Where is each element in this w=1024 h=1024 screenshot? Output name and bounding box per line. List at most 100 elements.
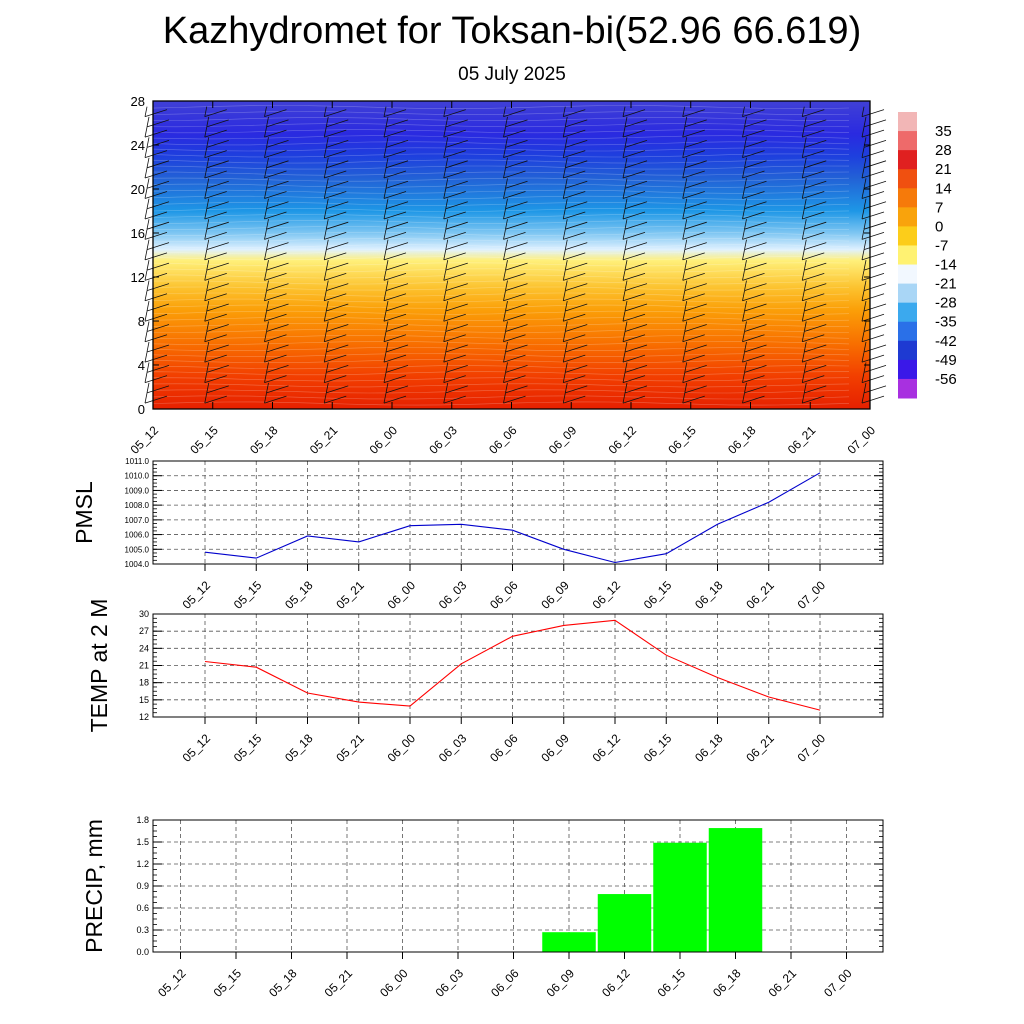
wind-barb — [802, 313, 825, 322]
wind-barb — [804, 385, 827, 394]
wind-barb-flag — [684, 362, 688, 373]
wind-barb — [445, 365, 468, 373]
wind-barb-flag — [385, 157, 389, 168]
wind-barb — [326, 283, 349, 291]
colorbar-label: -49 — [935, 352, 957, 369]
colorbar-label: -7 — [935, 237, 948, 254]
wind-barb — [324, 191, 347, 199]
wind-barb — [443, 191, 466, 199]
wind-barb — [863, 201, 887, 210]
wind-barb-flag — [204, 208, 208, 220]
wind-barb — [144, 354, 168, 363]
wind-barb-flag — [323, 372, 327, 383]
wind-barb-flag — [445, 157, 449, 168]
wind-barb — [144, 313, 168, 322]
wind-barb — [385, 242, 409, 251]
wind-barb — [443, 293, 466, 302]
contour-line — [152, 268, 850, 273]
wind-barb-flag — [861, 311, 865, 322]
wind-barb-flag — [744, 321, 747, 332]
heatmap-y-tick-label: 16 — [131, 226, 145, 241]
wind-barb-flag — [562, 229, 566, 240]
wind-barb — [861, 232, 885, 240]
wind-barb-flag — [624, 341, 628, 353]
wind-barb-flag — [684, 300, 688, 312]
contour-line — [152, 250, 850, 255]
wind-barb — [861, 252, 885, 261]
heatmap-y-tick-label: 8 — [138, 314, 145, 329]
wind-barb — [744, 324, 767, 332]
wind-barb — [385, 344, 409, 353]
wind-barb — [445, 139, 468, 148]
pmsl-x-tick-label: 05_15 — [231, 578, 265, 612]
wind-barb — [503, 252, 526, 261]
wind-barb-flag — [863, 382, 867, 393]
precip-frame — [152, 819, 884, 953]
wind-barb — [863, 119, 887, 128]
colorbar-swatch — [898, 245, 917, 266]
wind-barb — [505, 365, 528, 373]
wind-barb-flag — [266, 137, 269, 148]
wind-barb — [383, 129, 407, 138]
wind-barb-flag — [505, 382, 508, 393]
wind-barb-flag — [503, 372, 506, 383]
wind-barb — [443, 252, 466, 261]
contour-line — [152, 189, 850, 194]
wind-barb-flag — [682, 147, 686, 158]
pmsl-y-tick-label: 1008.0 — [125, 501, 150, 510]
wind-barb-flag — [323, 208, 327, 220]
contour-line — [152, 371, 849, 376]
wind-barb — [742, 109, 765, 118]
contour-line — [152, 207, 850, 212]
wind-barb-flag — [682, 208, 686, 220]
wind-barb-flag — [204, 188, 208, 199]
wind-barb-flag — [861, 188, 865, 199]
wind-barb-flag — [264, 147, 267, 158]
wind-barb — [385, 139, 409, 148]
pmsl-x-tick-label: 06_06 — [487, 578, 521, 612]
wind-barb — [802, 272, 825, 281]
wind-barb — [861, 354, 885, 363]
contour-line — [152, 353, 850, 358]
wind-barb-flag — [803, 157, 807, 168]
wind-barb — [445, 385, 468, 394]
wind-barb — [264, 252, 287, 261]
wind-barb-flag — [323, 229, 327, 240]
temp-x-tick-label: 06_03 — [436, 731, 470, 765]
wind-barb — [565, 160, 588, 169]
wind-barb — [204, 109, 227, 118]
wind-barb — [565, 365, 588, 373]
wind-barb — [443, 211, 466, 220]
wind-barb-flag — [744, 198, 747, 209]
pmsl-series-line — [204, 472, 821, 564]
wind-barb — [804, 242, 827, 251]
contour-line — [152, 322, 849, 327]
wind-barb-flag — [383, 372, 387, 383]
precip-bar — [542, 932, 596, 952]
wind-barb-flag — [204, 393, 208, 404]
temp-y-tick-label: 15 — [139, 695, 149, 705]
wind-barb — [684, 262, 707, 271]
wind-barb — [264, 375, 287, 384]
wind-barb-flag — [564, 116, 568, 127]
wind-barb — [264, 170, 287, 179]
contour-line — [152, 105, 850, 109]
wind-barb — [742, 211, 765, 220]
wind-barb-flag — [325, 178, 329, 189]
wind-barb-flag — [684, 341, 688, 353]
wind-barb — [503, 150, 526, 158]
pmsl-x-tick-label: 06_12 — [590, 578, 624, 612]
wind-barb-flag — [624, 116, 628, 127]
heatmap-x-tick-label: 06_21 — [785, 423, 819, 457]
wind-barb — [802, 375, 825, 384]
wind-barb-flag — [323, 331, 327, 342]
wind-barb — [624, 119, 648, 128]
wind-barb — [563, 232, 586, 240]
wind-barb — [264, 232, 287, 240]
wind-barb — [326, 139, 349, 148]
wind-barb-flag — [742, 372, 745, 383]
heatmap-x-tick-label: 06_06 — [486, 423, 520, 457]
wind-barb-flag — [562, 249, 566, 260]
precip-x-tick-label: 06_09 — [544, 966, 578, 1000]
wind-barb-flag — [503, 147, 506, 158]
